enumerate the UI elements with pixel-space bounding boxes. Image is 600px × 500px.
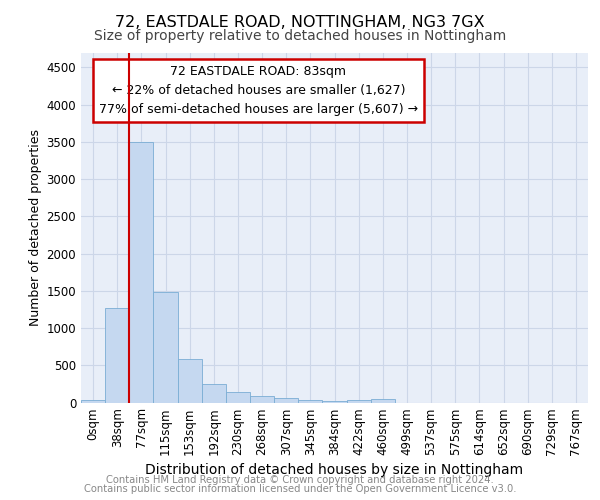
Y-axis label: Number of detached properties: Number of detached properties xyxy=(29,129,43,326)
Text: Contains HM Land Registry data © Crown copyright and database right 2024.: Contains HM Land Registry data © Crown c… xyxy=(106,475,494,485)
Bar xyxy=(250,396,274,402)
Text: Size of property relative to detached houses in Nottingham: Size of property relative to detached ho… xyxy=(94,29,506,43)
Bar xyxy=(154,292,178,403)
Bar xyxy=(371,399,395,402)
Text: Contains public sector information licensed under the Open Government Licence v3: Contains public sector information licen… xyxy=(84,484,516,494)
Text: 72 EASTDALE ROAD: 83sqm
← 22% of detached houses are smaller (1,627)
77% of semi: 72 EASTDALE ROAD: 83sqm ← 22% of detache… xyxy=(99,64,418,116)
Bar xyxy=(226,392,250,402)
Bar xyxy=(202,384,226,402)
Bar xyxy=(347,400,371,402)
Bar xyxy=(129,142,154,403)
Bar xyxy=(105,308,129,402)
Bar xyxy=(178,360,202,403)
Bar xyxy=(322,401,347,402)
Bar xyxy=(274,398,298,402)
Bar xyxy=(81,400,105,402)
X-axis label: Distribution of detached houses by size in Nottingham: Distribution of detached houses by size … xyxy=(145,464,524,477)
Bar xyxy=(298,400,322,402)
Text: 72, EASTDALE ROAD, NOTTINGHAM, NG3 7GX: 72, EASTDALE ROAD, NOTTINGHAM, NG3 7GX xyxy=(115,15,485,30)
